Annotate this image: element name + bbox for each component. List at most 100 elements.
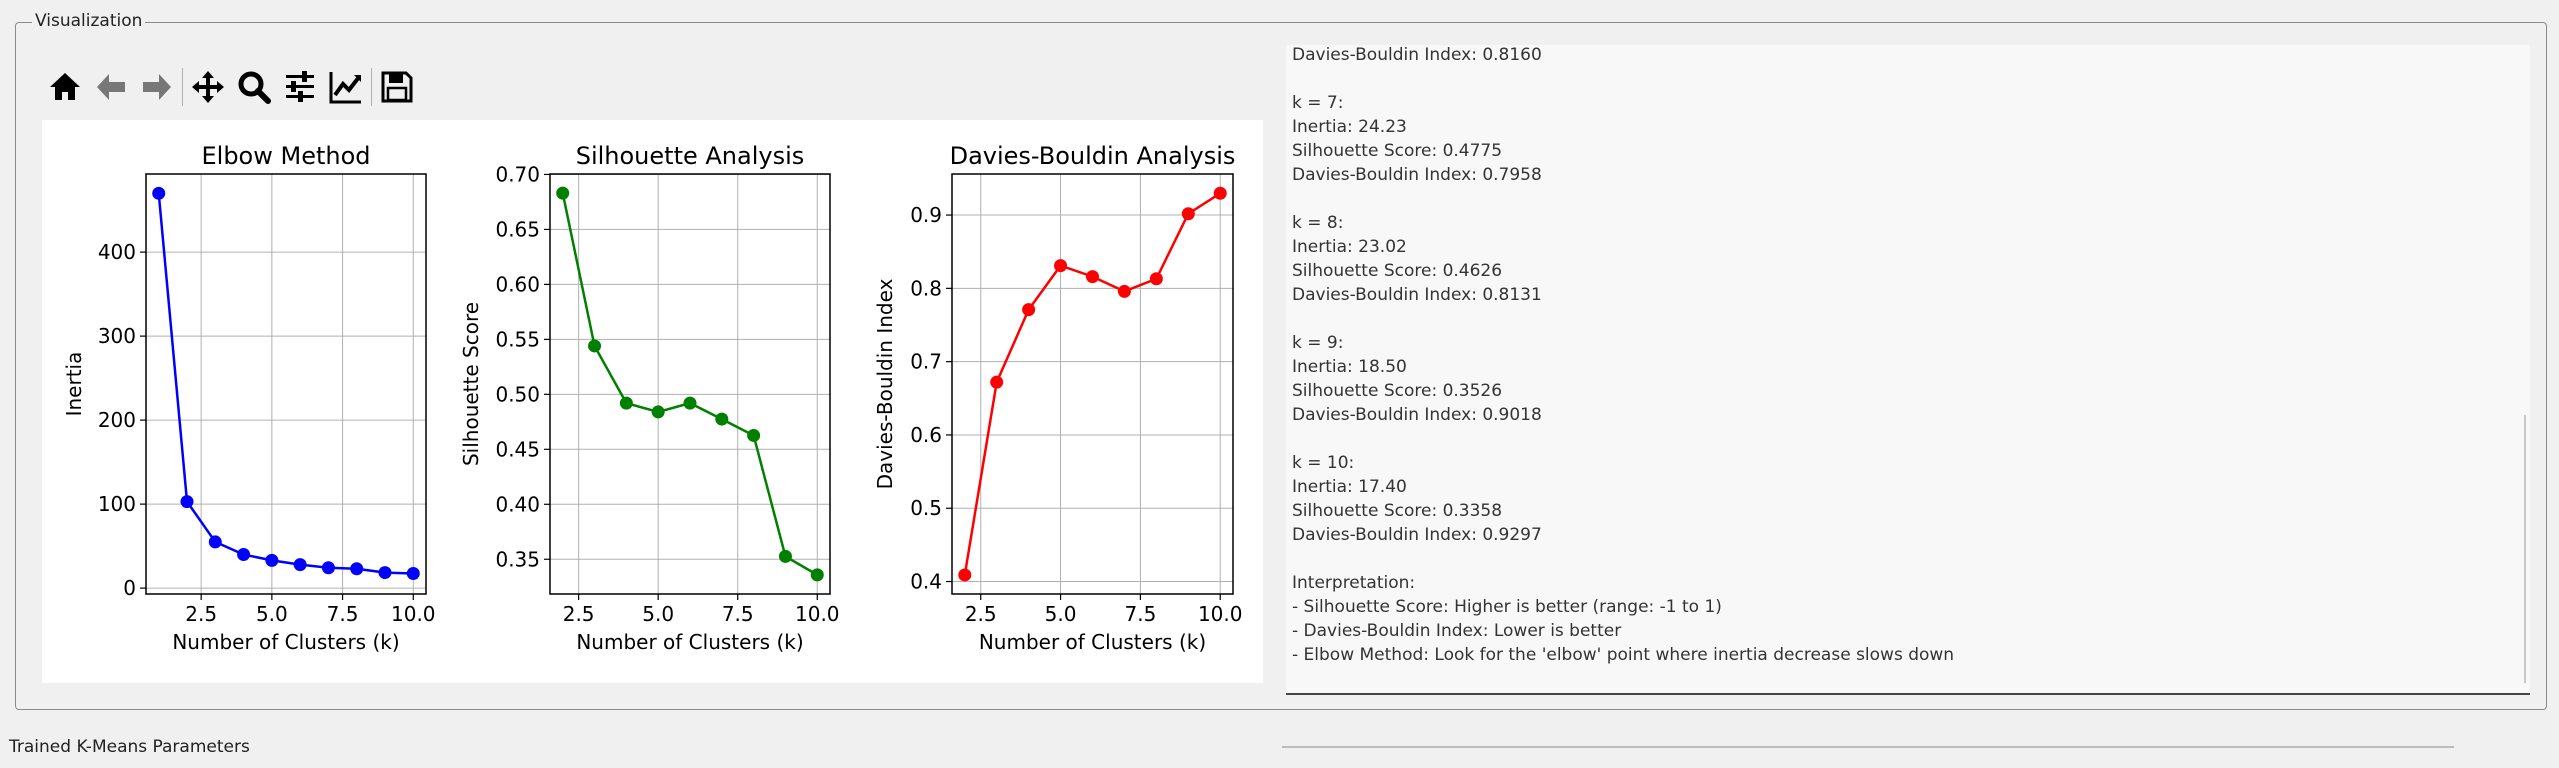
data-point: [208, 535, 222, 549]
data-point: [958, 568, 972, 582]
y-tick-label: 0.65: [495, 217, 540, 241]
data-point: [990, 375, 1004, 389]
result-line: k = 9:: [1292, 333, 1344, 353]
y-tick-label: 0.8: [910, 276, 942, 300]
data-point: [683, 396, 697, 410]
data-point: [152, 186, 166, 200]
subplots-config-icon: [286, 71, 314, 102]
y-tick-label: 0.9: [910, 203, 942, 227]
data-point: [293, 558, 307, 572]
y-axis-label: Silhouette Score: [459, 302, 483, 466]
x-tick-label: 7.5: [1124, 602, 1156, 626]
y-tick-label: 0.55: [495, 327, 540, 351]
zoom-icon: [238, 71, 271, 104]
data-point: [1181, 207, 1195, 221]
x-tick-label: 5.0: [642, 602, 674, 626]
y-tick-label: 200: [98, 408, 136, 432]
x-tick-label: 10.0: [795, 602, 840, 626]
series-line: [561, 192, 818, 576]
result-line: k = 8:: [1292, 213, 1344, 233]
x-tick-label: 5.0: [256, 602, 288, 626]
y-tick-label: 400: [98, 240, 136, 264]
result-line: Davies-Bouldin Index: 0.9018: [1292, 405, 1542, 425]
pan-icon: [192, 71, 224, 103]
y-axis-label: Inertia: [62, 352, 86, 417]
chart-title: Davies-Bouldin Analysis: [950, 142, 1236, 170]
blank-line: [1292, 547, 2492, 571]
y-tick-label: 0.7: [910, 350, 942, 374]
data-point: [588, 339, 602, 353]
visualization-group-title: Visualization: [32, 11, 146, 31]
y-tick-label: 0.4: [910, 570, 942, 594]
result-line: Inertia: 18.50: [1292, 357, 1407, 377]
result-line: - Silhouette Score: Higher is better (ra…: [1292, 597, 1722, 617]
data-point: [406, 567, 420, 581]
y-tick-label: 0.6: [910, 423, 942, 447]
y-tick-label: 300: [98, 324, 136, 348]
axes-frame: [951, 173, 1234, 595]
y-tick-label: 0.5: [910, 496, 942, 520]
data-point: [350, 562, 364, 576]
result-line: Davies-Bouldin Index: 0.9297: [1292, 525, 1542, 545]
forward-arrow-icon: [143, 74, 171, 100]
y-tick-label: 0.60: [495, 272, 540, 296]
result-line: k = 7:: [1292, 93, 1344, 113]
x-tick-label: 7.5: [327, 602, 359, 626]
plot-toolbar: [42, 62, 420, 112]
toolbar-separator: [182, 68, 183, 106]
result-line: Interpretation:: [1292, 573, 1416, 593]
home-icon: [50, 73, 80, 100]
result-line: k = 10:: [1292, 453, 1355, 473]
axes-edit-button[interactable]: [323, 64, 369, 110]
vertical-scrollbar[interactable]: [2524, 415, 2526, 683]
data-point: [265, 553, 279, 567]
pan-button[interactable]: [185, 64, 231, 110]
result-line: Silhouette Score: 0.3358: [1292, 501, 1503, 521]
forward-button[interactable]: [134, 64, 180, 110]
save-icon: [381, 71, 413, 103]
result-line: Davies-Bouldin Index: 0.8160: [1292, 45, 1542, 65]
result-line: Silhouette Score: 0.3526: [1292, 381, 1503, 401]
data-point: [1086, 270, 1099, 284]
y-tick-label: 0: [123, 576, 136, 600]
x-tick-label: 5.0: [1045, 602, 1077, 626]
x-axis-label: Number of Clusters (k): [979, 630, 1206, 654]
y-tick-label: 0.35: [495, 547, 540, 571]
data-point: [715, 412, 729, 426]
blank-line: [1292, 187, 2492, 211]
back-button[interactable]: [88, 64, 134, 110]
data-point: [1054, 259, 1068, 273]
result-line: Inertia: 23.02: [1292, 237, 1407, 257]
trained-params-section-title: Trained K-Means Parameters: [9, 737, 250, 757]
result-line: Davies-Bouldin Index: 0.7958: [1292, 165, 1542, 185]
result-line: - Elbow Method: Look for the 'elbow' poi…: [1292, 645, 1955, 665]
save-figure-button[interactable]: [374, 64, 420, 110]
series-line: [157, 193, 414, 575]
data-point: [747, 428, 761, 442]
home-button[interactable]: [42, 64, 88, 110]
charts-svg: 2.5 5.0 7.5 10.0 0 100 200 300 400 Elbow Method Nu…: [62, 142, 1243, 654]
subplots-config-button[interactable]: [277, 64, 323, 110]
x-tick-label: 10.0: [1198, 602, 1243, 626]
data-point: [1149, 272, 1163, 286]
axes-frame: [549, 173, 831, 595]
plot-canvas[interactable]: 2.5 5.0 7.5 10.0 0 100 200 300 400 Elbow Method Nu…: [42, 120, 1263, 683]
zoom-button[interactable]: [231, 64, 277, 110]
data-point: [1022, 303, 1036, 317]
chart-title: Silhouette Analysis: [576, 142, 805, 170]
y-tick-label: 0.70: [495, 162, 540, 186]
x-axis-label: Number of Clusters (k): [576, 630, 803, 654]
data-point: [237, 548, 251, 562]
data-point: [556, 186, 570, 200]
blank-line: [1292, 307, 2492, 331]
back-arrow-icon: [97, 74, 125, 100]
data-point: [378, 566, 392, 580]
data-point: [778, 549, 792, 563]
axes-frame: [145, 173, 427, 595]
data-point: [1117, 284, 1131, 298]
data-point: [1213, 186, 1227, 200]
result-line: Inertia: 24.23: [1292, 117, 1407, 137]
results-text-area[interactable]: Davies-Bouldin Index: 0.8160 k = 7: Inerti…: [1286, 45, 2530, 695]
axes-edit-icon: [329, 72, 361, 104]
result-line: Silhouette Score: 0.4626: [1292, 261, 1503, 281]
